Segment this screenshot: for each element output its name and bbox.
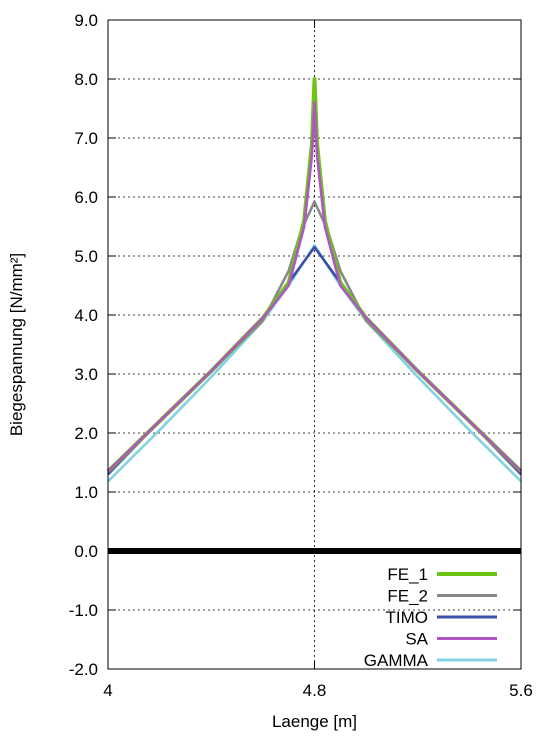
series-line-gamma	[107, 244, 522, 483]
x-axis-title: Laenge [m]	[272, 712, 357, 731]
y-tick-label: 7.0	[74, 129, 98, 148]
y-tick-label: 9.0	[74, 11, 98, 30]
y-tick-label: -2.0	[69, 660, 98, 679]
series-lines	[106, 77, 523, 483]
legend-label-fe-1: FE_1	[387, 565, 428, 584]
series-line-sa	[107, 101, 522, 473]
x-tick-label: 4.8	[303, 681, 327, 700]
y-tick-label: 1.0	[74, 483, 98, 502]
y-tick-label: 3.0	[74, 365, 98, 384]
y-tick-label: 8.0	[74, 70, 98, 89]
legend-label-fe-2: FE_2	[387, 587, 428, 606]
axis-ticks: -2.0 -1.0 0.0 1.0 2.0 3.0 4.0 5.0 6.0 7.0 8.0 9.0 4 4…	[69, 11, 533, 700]
y-axis-title: Biegespannung [N/mm²]	[7, 253, 26, 436]
y-tick-label: 4.0	[74, 306, 98, 325]
x-tick-label: 5.6	[509, 681, 533, 700]
legend-label-sa: SA	[405, 630, 428, 649]
legend-label-gamma: GAMMA	[364, 651, 429, 670]
legend: FE_1 FE_2 TIMO SA GAMMA	[364, 565, 497, 670]
x-tick-label: 4	[103, 681, 112, 700]
y-tick-label: 5.0	[74, 247, 98, 266]
y-tick-label: 0.0	[74, 542, 98, 561]
legend-label-timo: TIMO	[386, 608, 429, 627]
y-tick-label: 2.0	[74, 424, 98, 443]
y-tick-label: 6.0	[74, 188, 98, 207]
y-tick-label: -1.0	[69, 601, 98, 620]
